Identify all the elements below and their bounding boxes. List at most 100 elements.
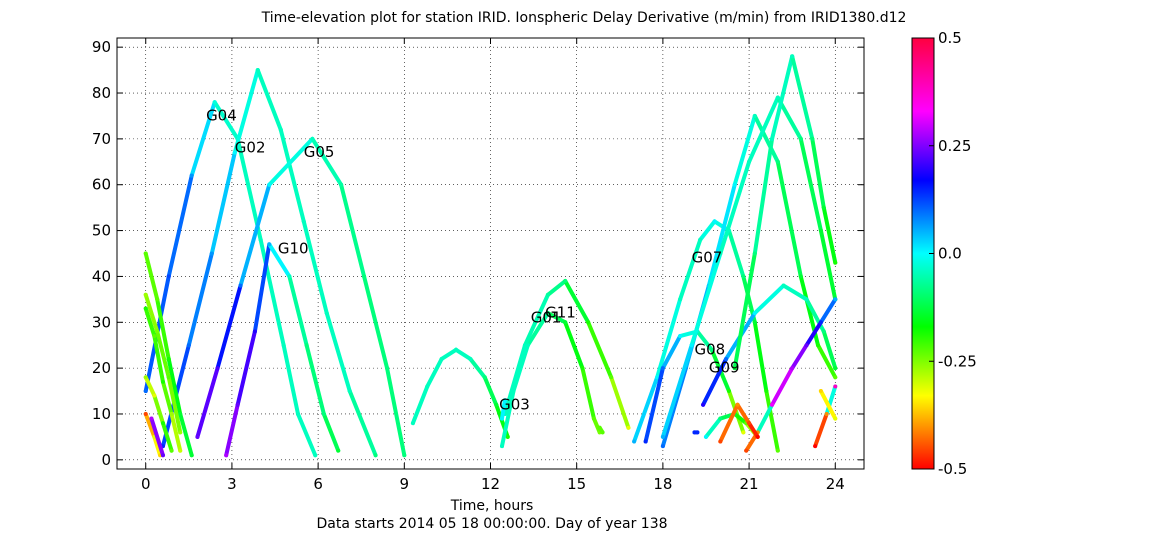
track-point <box>600 430 605 435</box>
track-segment <box>152 434 163 458</box>
track-segment <box>278 127 306 224</box>
track-point <box>296 411 301 416</box>
track-point <box>632 439 637 444</box>
satellite-label: G01 <box>531 308 562 326</box>
x-tick-label: 24 <box>826 475 845 493</box>
track-segment <box>149 416 165 458</box>
satellite-track <box>692 430 700 435</box>
track-segment <box>189 100 217 178</box>
track-point <box>833 297 838 302</box>
track-point <box>563 279 568 284</box>
track-point <box>267 242 272 247</box>
track-point <box>712 219 717 224</box>
track-point <box>798 136 803 141</box>
track-point <box>563 320 568 325</box>
track-segment <box>454 347 473 361</box>
track-point <box>189 453 194 458</box>
track-point <box>339 182 344 187</box>
track-point <box>468 356 473 361</box>
track-segment <box>804 320 823 348</box>
track-segment <box>703 416 723 439</box>
track-point <box>703 434 708 439</box>
track-segment <box>821 329 838 371</box>
track-segment <box>499 389 516 449</box>
track-point <box>689 343 694 348</box>
satellite-track <box>143 306 183 453</box>
track-segment <box>609 375 631 430</box>
track-point <box>735 402 740 407</box>
track-point <box>166 274 171 279</box>
satellite-track <box>410 347 510 439</box>
track-segment <box>545 311 568 325</box>
track-point <box>821 205 826 210</box>
satellite-track <box>143 411 163 458</box>
track-point <box>770 136 775 141</box>
track-segment <box>301 219 329 316</box>
track-segment <box>186 251 214 348</box>
track-point <box>752 320 757 325</box>
y-tick-label: 0 <box>101 451 111 469</box>
track-point <box>816 343 821 348</box>
track-point <box>747 421 752 426</box>
track-point <box>695 430 700 435</box>
track-segment <box>752 320 769 394</box>
track-segment <box>591 416 602 435</box>
track-segment <box>655 297 683 380</box>
track-segment <box>212 100 240 141</box>
x-axis-label: Time, hours <box>450 498 534 514</box>
track-point <box>212 100 217 105</box>
track-segment <box>643 366 665 444</box>
track-segment <box>747 421 760 439</box>
chart-subtitle: Data starts 2014 05 18 00:00:00. Day of … <box>316 516 667 532</box>
x-tick-label: 3 <box>227 475 237 493</box>
track-segment <box>798 274 821 348</box>
track-segment <box>235 329 257 407</box>
satellite-label: G11 <box>545 304 576 322</box>
satellite-track <box>143 292 183 435</box>
satellite-label: G05 <box>304 143 335 161</box>
satellite-track <box>502 279 631 430</box>
satellite-track <box>160 68 378 458</box>
track-segment <box>166 173 194 279</box>
track-point <box>655 375 660 380</box>
track-point <box>609 375 614 380</box>
x-tick-label: 12 <box>481 475 500 493</box>
track-segment <box>678 237 703 302</box>
track-point <box>798 274 803 279</box>
track-segment <box>160 379 174 416</box>
track-segment <box>209 150 237 256</box>
colorbar-tick-label: 0.25 <box>938 137 971 155</box>
track-point <box>545 292 550 297</box>
track-segment <box>215 283 243 371</box>
track-point <box>482 375 487 380</box>
track-point <box>149 416 154 421</box>
track-point <box>152 334 157 339</box>
track-segment <box>718 159 752 256</box>
track-segment <box>813 411 829 449</box>
track-point <box>752 251 757 256</box>
track-point <box>755 434 760 439</box>
track-point <box>278 127 283 132</box>
track-point <box>718 251 723 256</box>
x-tick-label: 18 <box>653 475 672 493</box>
track-segment <box>790 343 809 371</box>
track-point <box>775 95 780 100</box>
track-point <box>178 448 183 453</box>
track-segment <box>160 421 174 453</box>
track-segment <box>632 375 660 444</box>
track-point <box>160 379 165 384</box>
x-axis-ticks: 0 3 6 9 12 15 18 21 24 <box>141 38 845 493</box>
track-point <box>718 439 723 444</box>
colorbar-tick-label: -0.5 <box>938 460 967 478</box>
track-segment <box>818 297 838 325</box>
track-point <box>741 274 746 279</box>
track-segment <box>252 242 272 334</box>
track-point <box>821 329 826 334</box>
track-point <box>741 430 746 435</box>
track-point <box>724 356 729 361</box>
track-point <box>410 421 415 426</box>
track-point <box>591 416 596 421</box>
track-point <box>143 306 148 311</box>
track-segment <box>580 366 596 421</box>
track-segment <box>804 297 826 334</box>
